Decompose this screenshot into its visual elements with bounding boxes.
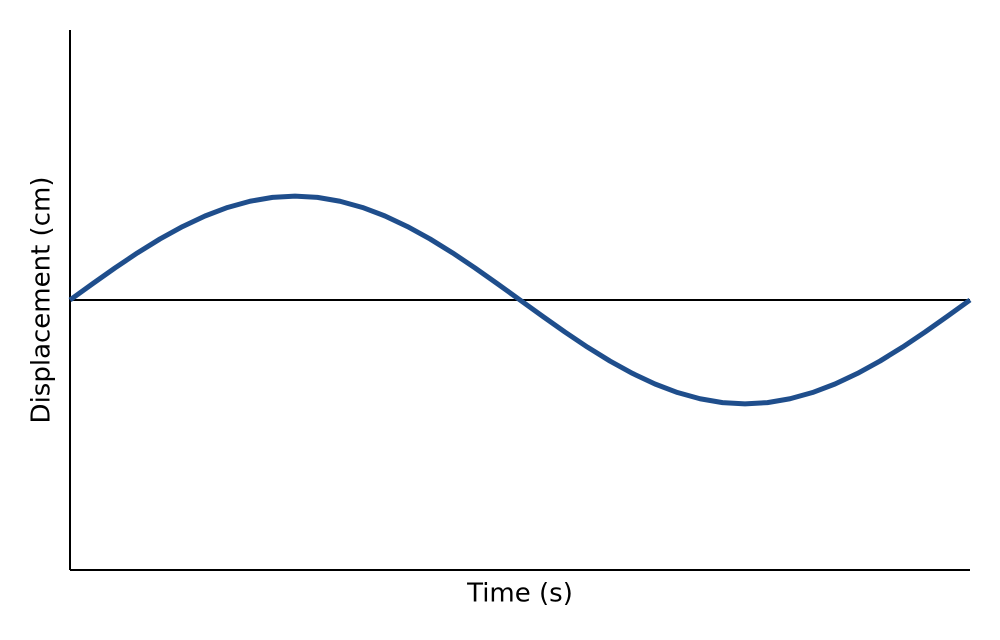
y-axis-label: Displacement (cm)	[27, 177, 57, 424]
x-axis-label: Time (s)	[466, 579, 573, 609]
line-series	[68, 193, 972, 407]
